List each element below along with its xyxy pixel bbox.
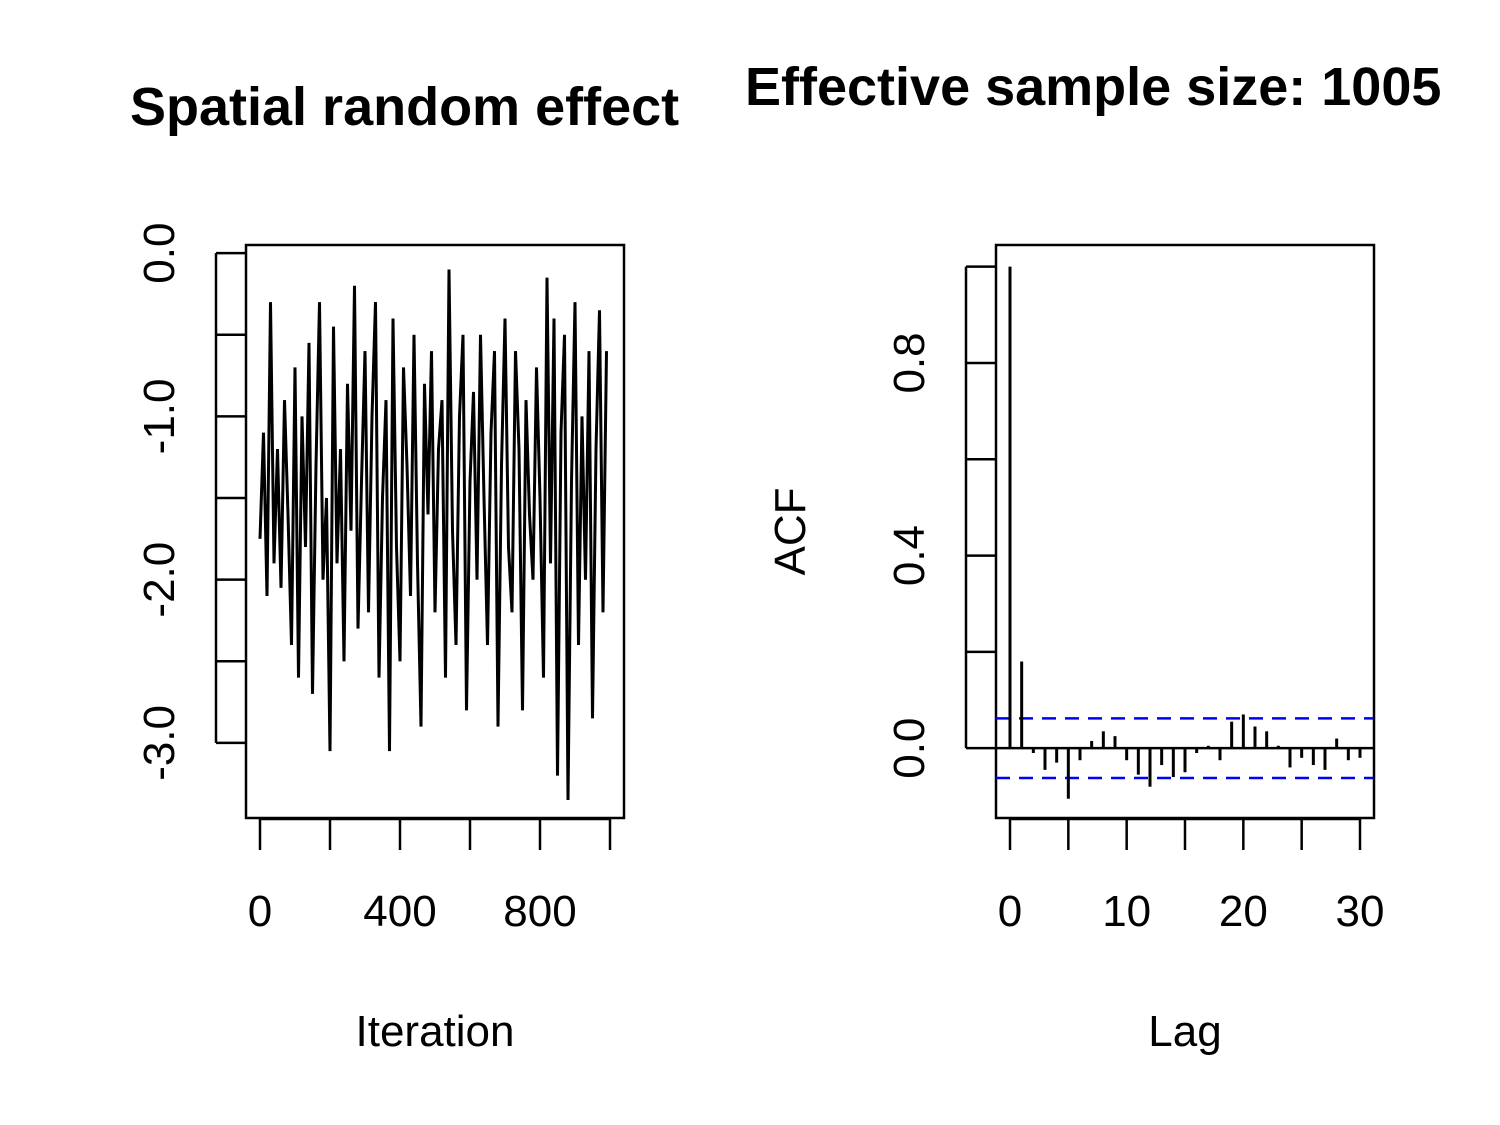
y-tick-label: 0.8 bbox=[885, 332, 934, 393]
y-tick-label: 0.4 bbox=[885, 525, 934, 586]
x-tick-label: 30 bbox=[1336, 887, 1385, 936]
trace-line bbox=[258, 269, 608, 801]
x-axis-label: Lag bbox=[1148, 1007, 1221, 1056]
y-tick-label: -2.0 bbox=[135, 542, 184, 618]
x-tick-label: 800 bbox=[503, 887, 576, 936]
y-tick-label: 0.0 bbox=[885, 718, 934, 779]
x-tick-label: 400 bbox=[363, 887, 436, 936]
x-tick-label: 10 bbox=[1102, 887, 1151, 936]
x-axis-label: Iteration bbox=[356, 1007, 515, 1056]
chart-title: Effective sample size: 1005 bbox=[745, 57, 1441, 117]
x-tick-label: 0 bbox=[248, 887, 272, 936]
chart-title: Spatial random effect bbox=[130, 77, 679, 137]
y-axis-label: ACF bbox=[766, 488, 815, 576]
plot-box bbox=[994, 243, 1376, 820]
x-tick-label: 20 bbox=[1219, 887, 1268, 936]
y-tick-label: 0.0 bbox=[135, 223, 184, 284]
y-tick-label: -3.0 bbox=[135, 705, 184, 781]
y-tick-label: -1.0 bbox=[135, 378, 184, 454]
x-tick-label: 0 bbox=[998, 887, 1022, 936]
